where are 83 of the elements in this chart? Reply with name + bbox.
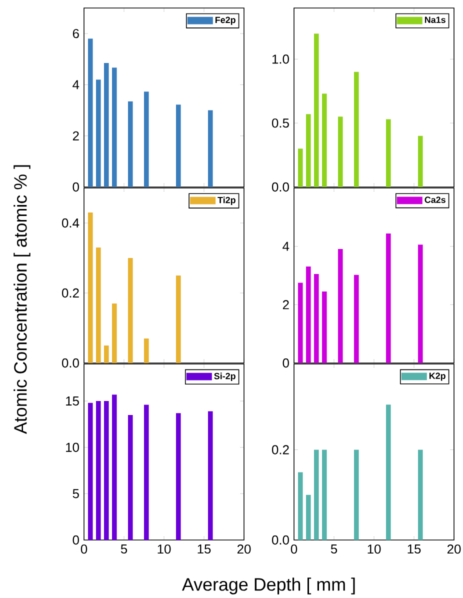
bar	[208, 411, 213, 540]
bar	[112, 303, 117, 363]
bar	[354, 72, 359, 187]
bar	[112, 68, 117, 187]
bar	[104, 345, 109, 363]
bar	[386, 233, 391, 363]
bar	[104, 401, 109, 540]
bar	[176, 276, 181, 363]
x-tick-label: 10	[158, 544, 171, 554]
y-tick-label: 1.0	[272, 54, 289, 64]
bar	[418, 244, 423, 363]
bar	[322, 94, 327, 187]
bar	[128, 414, 133, 540]
bar	[306, 114, 311, 187]
bar	[306, 266, 311, 363]
y-tick-label: 10	[66, 442, 79, 452]
bar	[418, 450, 423, 540]
y-tick-label: 0.0	[272, 182, 289, 192]
y-tick-label: 0	[72, 535, 79, 545]
bar	[322, 450, 327, 540]
x-tick-label: 20	[237, 544, 251, 554]
y-tick-label: 0.4	[62, 218, 80, 228]
bar	[298, 282, 303, 363]
bar	[298, 148, 303, 187]
bar	[88, 212, 93, 363]
x-tick-label: 5	[330, 544, 338, 554]
bar	[176, 104, 181, 187]
bar	[96, 248, 101, 363]
bar	[88, 38, 93, 187]
x-tick-label: 15	[408, 544, 421, 554]
y-tick-label: 6	[72, 28, 79, 38]
y-tick-label: 2	[72, 131, 79, 140]
bar	[338, 116, 343, 187]
x-axis-title: Average Depth [ mm ]	[182, 578, 355, 594]
legend-label: Fe2p	[215, 16, 236, 25]
y-tick-label: 0.0	[272, 535, 289, 545]
y-tick-label: 2	[282, 300, 289, 310]
y-tick-label: 4	[282, 242, 290, 251]
bar	[112, 394, 117, 540]
bar	[104, 62, 109, 187]
bar	[144, 338, 149, 363]
legend-label: Na1s	[424, 16, 446, 24]
bar	[354, 450, 359, 540]
bar	[386, 119, 391, 187]
y-tick-label: 0.5	[272, 118, 289, 128]
x-tick-label: 15	[198, 544, 211, 554]
bar	[338, 248, 343, 363]
bar	[386, 404, 391, 540]
y-axis-title: Atomic Concentration [ atomic % ]	[14, 165, 30, 434]
bar	[144, 92, 149, 187]
y-tick-label: 5	[72, 489, 79, 498]
legend-label: Si-2p	[214, 372, 236, 382]
y-tick-label: 4	[72, 80, 80, 90]
bar	[128, 101, 133, 187]
bar	[306, 494, 311, 540]
bar	[354, 274, 359, 363]
bar	[96, 80, 101, 187]
y-tick-label: 0.0	[62, 358, 79, 368]
bar	[144, 404, 149, 540]
x-tick-label: 20	[447, 544, 461, 554]
bar	[88, 402, 93, 540]
y-tick-label: 0	[282, 358, 289, 368]
x-tick-label: 5	[120, 544, 128, 554]
bar	[208, 110, 213, 187]
bar	[96, 401, 101, 540]
y-tick-label: 0.2	[272, 445, 289, 454]
bar	[314, 450, 319, 540]
x-tick-label: 0	[80, 544, 88, 554]
y-tick-label: 0	[72, 182, 79, 192]
y-tick-label: 15	[66, 396, 79, 406]
bar	[418, 136, 423, 187]
bar	[322, 292, 327, 363]
bar	[314, 274, 319, 363]
bar	[298, 472, 303, 540]
bar	[176, 413, 181, 540]
y-tick-label: 0.2	[62, 288, 79, 298]
x-tick-label: 10	[368, 544, 381, 554]
legend-label: K2p	[429, 372, 446, 381]
legend-label: Ca2s	[424, 196, 446, 203]
legend-label: Ti2p	[218, 196, 236, 205]
bar	[128, 258, 133, 363]
bar	[314, 34, 319, 187]
x-tick-label: 0	[290, 544, 298, 554]
